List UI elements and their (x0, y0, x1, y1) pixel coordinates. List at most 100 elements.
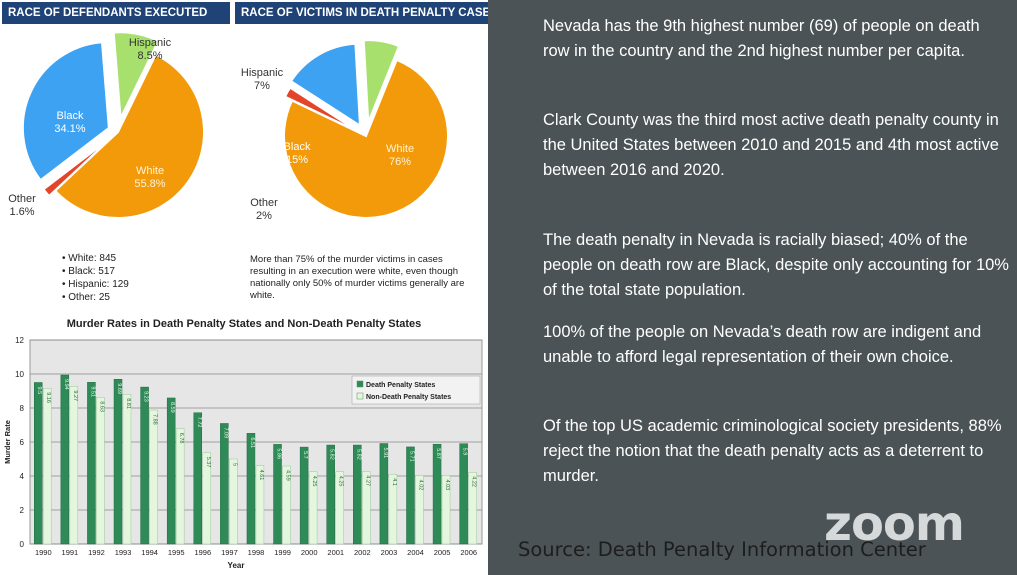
bar-label-dp-2003: 5.91 (382, 448, 388, 459)
bar-label-ndp-1997: 5 (231, 463, 237, 466)
y-axis-label: Murder Rate (3, 420, 12, 464)
x-tick-label: 1995 (168, 548, 185, 557)
zoom-logo: zoom (824, 496, 965, 552)
y-tick-label: 4 (20, 472, 25, 481)
bar-ndp-2004 (415, 475, 424, 545)
source-citation: Source: Death Penalty Information Center (518, 538, 926, 561)
bar-label-dp-1992: 9.51 (89, 386, 95, 397)
pie-slice-black (21, 41, 110, 182)
bar-ndp-1996 (202, 452, 211, 545)
victims-note: More than 75% of the murder victims in c… (250, 254, 465, 301)
y-tick-label: 12 (15, 336, 24, 345)
bar-ndp-2001 (335, 471, 344, 545)
x-tick-label: 1991 (62, 548, 79, 557)
bar-ndp-1992 (96, 397, 105, 545)
left-panel: RACE OF DEFENDANTS EXECUTED RACE OF VICT… (0, 0, 488, 575)
pie-value-black: 15% (286, 154, 308, 166)
x-tick-label: 2003 (381, 548, 398, 557)
paragraph-indigent: 100% of the people on Nevada’s death row… (543, 323, 982, 366)
bar-ndp-1993 (122, 393, 132, 545)
pie-value-white: 55.8% (134, 178, 165, 190)
pie-slice-black (289, 42, 362, 128)
pie-label-hispanic: Hispanic (241, 67, 284, 79)
x-tick-label: 1998 (248, 548, 265, 557)
pie-label-white: White (136, 165, 164, 177)
bar-label-ndp-1998: 4.61 (258, 470, 264, 481)
x-tick-label: 1990 (35, 548, 52, 557)
pie-value-hispanic: 7% (254, 80, 270, 92)
paragraph-death-row-ranking: Nevada has the 9th highest number (69) o… (543, 17, 980, 60)
pie-value-white: 76% (389, 156, 411, 168)
defendant-counts-list: White: 845 Black: 517 Hispanic: 129 Othe… (62, 252, 129, 304)
bar-dp-1992 (87, 382, 96, 545)
bar-label-dp-1995: 8.59 (169, 402, 175, 413)
x-tick-label: 2000 (301, 548, 318, 557)
x-tick-label: 2005 (434, 548, 451, 557)
pie-label-other: Other (8, 193, 36, 205)
x-tick-label: 2004 (407, 548, 424, 557)
bar-label-dp-1994: 9.23 (143, 391, 149, 402)
murder-rate-bar-chart: 0 2 4 6 8 10 12 9.59.16 1990 9.949.27 1991 9.518.63… (3, 336, 483, 570)
y-tick-label: 10 (15, 370, 24, 379)
paragraph-racial-bias: The death penalty in Nevada is racially … (543, 231, 1009, 299)
bar-label-ndp-1993: 8.81 (125, 398, 131, 409)
bar-ndp-1990 (42, 388, 52, 545)
victims-header: RACE OF VICTIMS IN DEATH PENALTY CASES (235, 2, 488, 24)
bar-dp-2005 (432, 443, 442, 545)
bar-dp-2000 (299, 446, 309, 545)
bar-ndp-1994 (149, 409, 158, 545)
count-black: Black: 517 (62, 265, 129, 278)
legend-box (351, 375, 481, 405)
bar-label-dp-1998: 6.51 (249, 437, 255, 448)
bar-label-ndp-1995: 6.78 (178, 433, 184, 444)
bar-label-dp-2000: 5.7 (302, 451, 308, 459)
y-tick-label: 6 (20, 438, 25, 447)
bar-label-dp-1996: 7.72 (196, 417, 202, 428)
pie-slice-hispanic (112, 31, 160, 122)
bar-ndp-1997 (229, 458, 238, 545)
bar-label-ndp-1996: 5.37 (205, 457, 211, 468)
bar-label-dp-2006: 5.9 (462, 448, 468, 456)
bar-dp-1999 (273, 444, 282, 545)
bar-label-dp-1993: 9.69 (116, 383, 122, 394)
pie-label-hispanic: Hispanic (129, 37, 172, 49)
y-tick-label: 0 (20, 540, 25, 549)
bar-ndp-2002 (362, 471, 371, 545)
y-tick-label: 2 (20, 506, 25, 515)
bar-label-dp-2004: 5.71 (408, 451, 414, 462)
bar-ndp-2005 (441, 475, 451, 545)
pie-value-hispanic: 8.5% (137, 50, 162, 62)
bar-ndp-1991 (69, 386, 79, 545)
x-tick-label: 2006 (460, 548, 477, 557)
pie-slice-other (283, 86, 360, 133)
bar-dp-2006 (459, 443, 468, 545)
bar-chart-title: Murder Rates in Death Penalty States and… (66, 318, 422, 330)
bar-label-ndp-1994: 7.88 (152, 414, 158, 425)
bar-ndp-1995 (175, 428, 185, 545)
paragraph-clark-county: Clark County was the third most active d… (543, 111, 999, 179)
count-other: Other: 25 (62, 291, 129, 304)
bar-dp-1995 (166, 397, 176, 545)
bar-label-dp-1997: 7.09 (222, 427, 228, 438)
bar-dp-1997 (220, 423, 229, 545)
pie-value-other: 2% (256, 210, 272, 222)
x-tick-label: 1992 (88, 548, 105, 557)
count-white: White: 845 (62, 252, 129, 265)
bar-ndp-2006 (468, 472, 477, 545)
bar-label-ndp-2001: 4.25 (338, 476, 344, 487)
legend-label: Death Penalty States (366, 382, 435, 389)
bar-dp-1990 (34, 382, 43, 545)
bar-dp-1998 (246, 433, 256, 545)
x-tick-label: 1993 (115, 548, 132, 557)
pie-slice-hispanic (362, 39, 401, 123)
bar-dp-2004 (406, 446, 415, 545)
bar-label-ndp-2004: 4.02 (417, 480, 423, 491)
bar-ndp-1998 (255, 465, 265, 545)
x-axis-label: Year (228, 561, 245, 570)
pie-label-white: White (386, 143, 414, 155)
bar-label-ndp-2003: 4.1 (391, 478, 397, 486)
x-tick-label: 1994 (141, 548, 158, 557)
y-tick-label: 8 (20, 404, 25, 413)
defendants-header: RACE OF DEFENDANTS EXECUTED (2, 2, 230, 24)
